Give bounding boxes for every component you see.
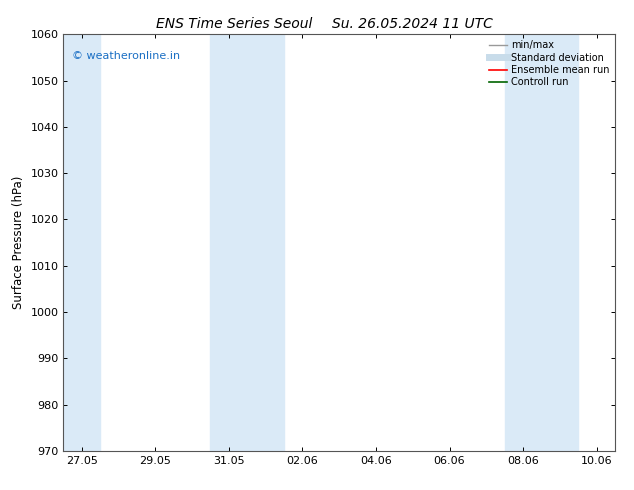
Y-axis label: Surface Pressure (hPa): Surface Pressure (hPa) <box>12 176 25 309</box>
Text: © weatheronline.in: © weatheronline.in <box>72 51 180 61</box>
Text: Su. 26.05.2024 11 UTC: Su. 26.05.2024 11 UTC <box>332 17 493 31</box>
Bar <box>505 34 578 451</box>
Bar <box>63 34 100 451</box>
Legend: min/max, Standard deviation, Ensemble mean run, Controll run: min/max, Standard deviation, Ensemble me… <box>486 36 613 91</box>
Text: ENS Time Series Seoul: ENS Time Series Seoul <box>157 17 313 31</box>
Bar <box>210 34 284 451</box>
